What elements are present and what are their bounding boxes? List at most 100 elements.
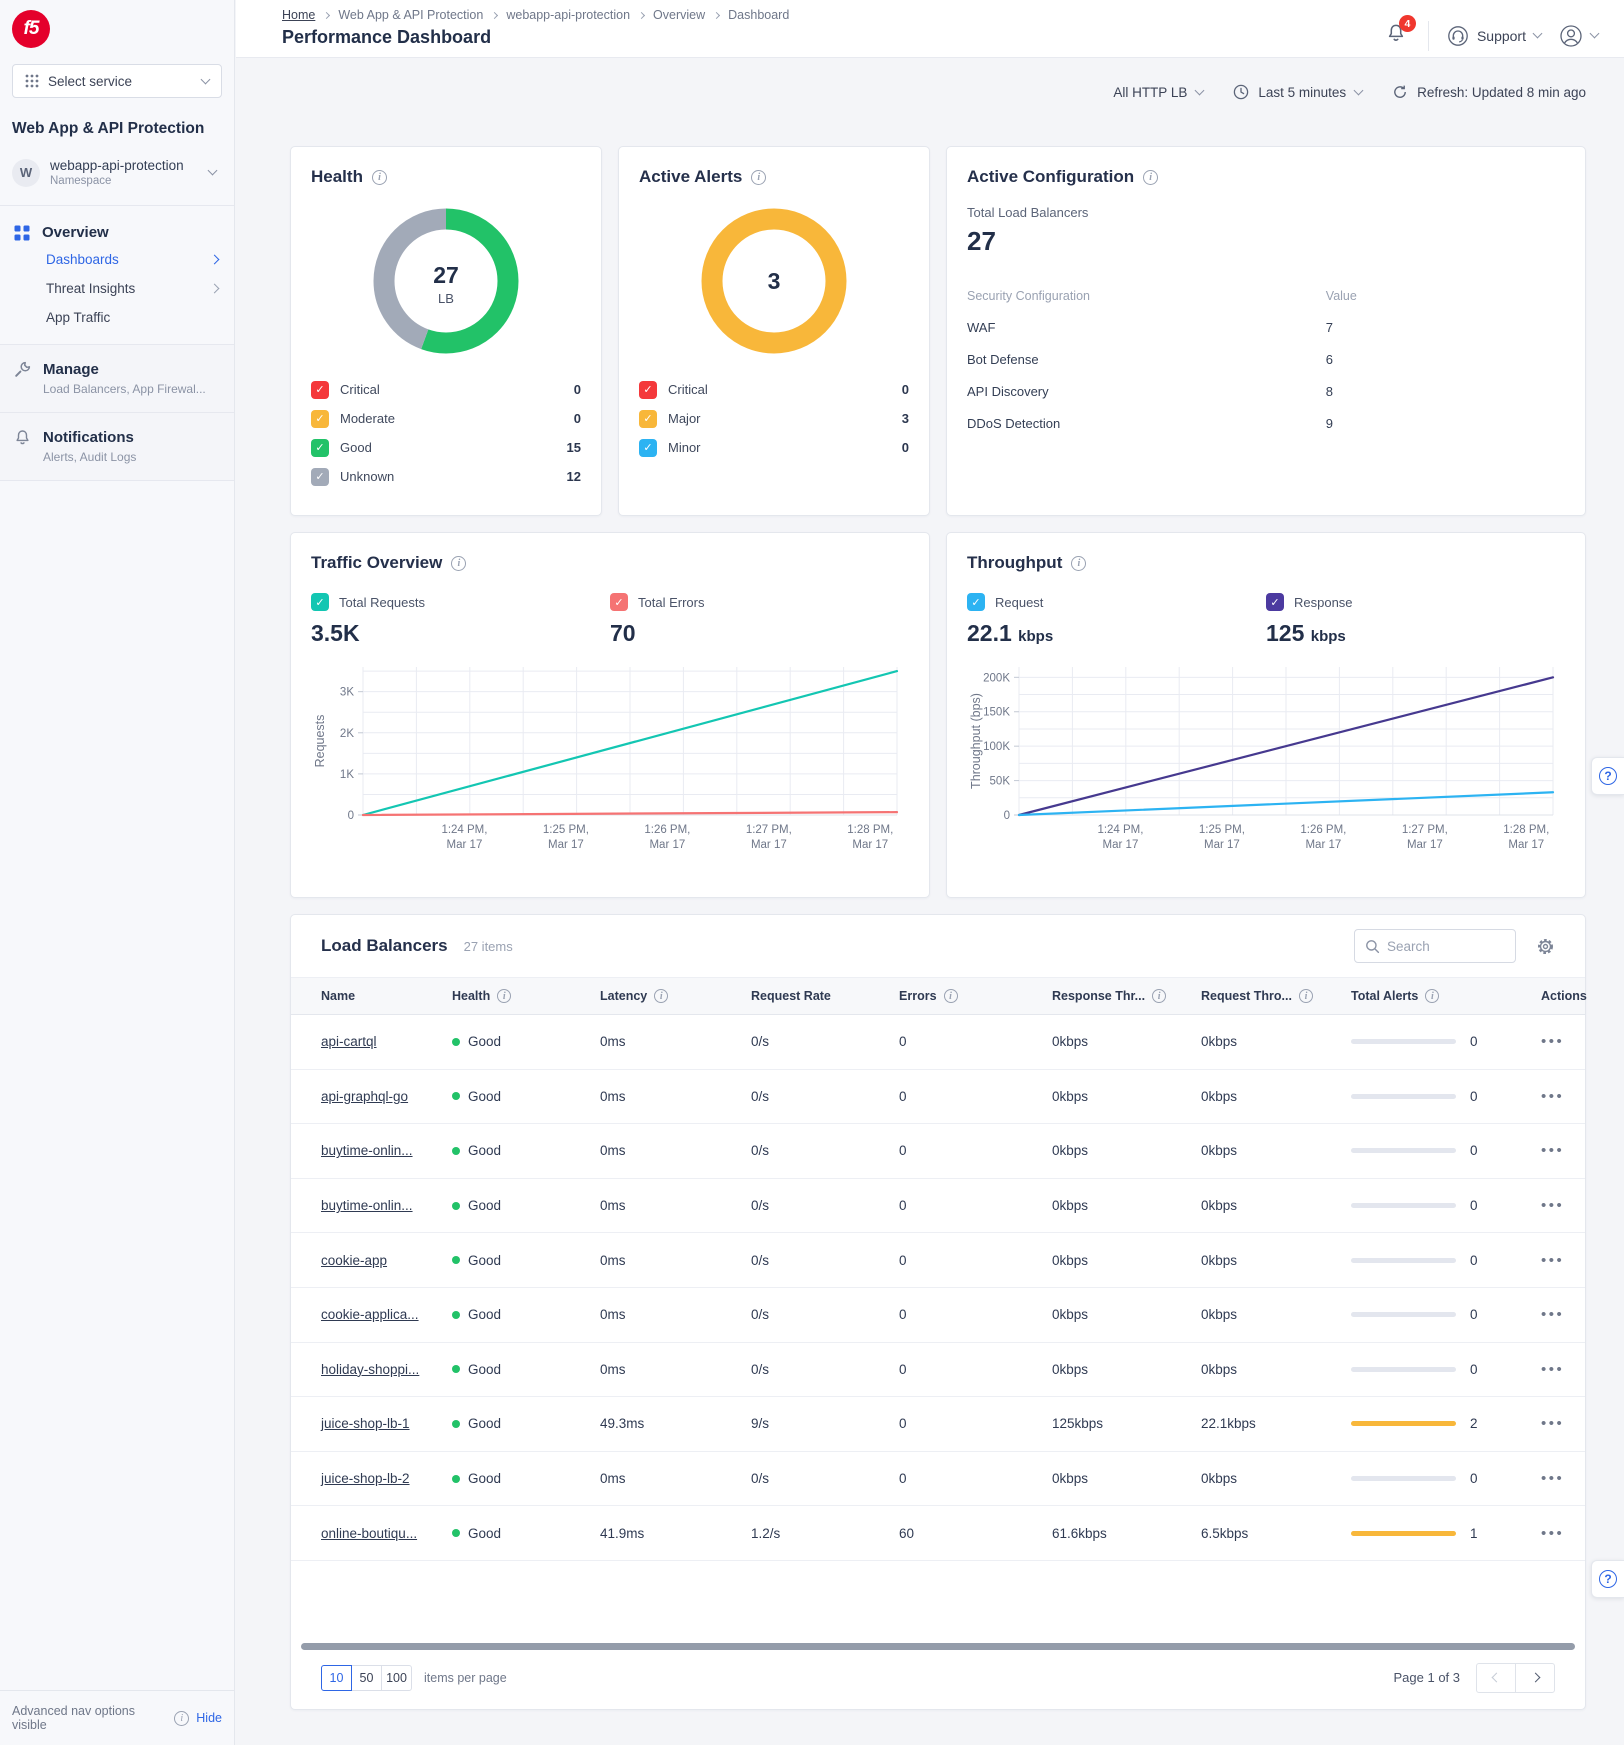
lb-request-throughput-cell: 0kbps	[1201, 1361, 1238, 1377]
alerts-bar	[1351, 1530, 1456, 1536]
info-icon[interactable]: i	[1152, 989, 1167, 1003]
lb-total-alerts-cell: 1	[1351, 1526, 1541, 1541]
clock-icon	[1234, 84, 1249, 100]
help-button[interactable]: ?	[1591, 757, 1624, 795]
column-header-name[interactable]: Name	[321, 989, 356, 1003]
sidebar-item-threat-insights[interactable]: Threat Insights	[0, 274, 234, 303]
info-icon[interactable]: i	[1298, 989, 1313, 1003]
unknown-checkbox[interactable]: ✓	[311, 467, 329, 486]
lb-request-rate-cell: 9/s	[751, 1416, 770, 1432]
column-header-actions[interactable]: Actions	[1541, 989, 1587, 1003]
column-header-request-rate[interactable]: Request Rate	[751, 989, 831, 1003]
row-actions-button[interactable]: •••	[1541, 1142, 1565, 1160]
lb-name-link[interactable]: cookie-app	[321, 1252, 388, 1268]
namespace-selector[interactable]: W webapp-api-protection Namespace	[6, 152, 228, 193]
column-header-health[interactable]: Health i	[452, 989, 600, 1003]
lb-name-link[interactable]: cookie-applica...	[321, 1307, 419, 1323]
lb-name-link[interactable]: buytime-onlin...	[321, 1198, 413, 1214]
row-actions-button[interactable]: •••	[1541, 1360, 1565, 1378]
info-icon[interactable]: i	[497, 989, 512, 1003]
lb-name-link[interactable]: buytime-onlin...	[321, 1143, 413, 1159]
sidebar-item-overview[interactable]: Overview	[0, 220, 234, 245]
account-menu[interactable]	[1559, 24, 1600, 48]
svg-text:1:28 PM,: 1:28 PM,	[847, 824, 893, 836]
lb-name-link[interactable]: api-graphql-go	[321, 1088, 409, 1104]
info-icon[interactable]: i	[451, 555, 467, 571]
page-size-50[interactable]: 50	[351, 1664, 382, 1691]
info-icon[interactable]: i	[1425, 989, 1440, 1003]
legend-item: ✓ Critical 0	[311, 375, 581, 404]
row-actions-button[interactable]: •••	[1541, 1033, 1565, 1051]
row-actions-button[interactable]: •••	[1541, 1524, 1565, 1542]
info-icon[interactable]: i	[751, 169, 767, 185]
lb-response-throughput-cell: 0kbps	[1052, 1034, 1089, 1050]
page-size-10[interactable]: 10	[321, 1664, 352, 1691]
critical-checkbox[interactable]: ✓	[639, 380, 657, 399]
total-errors-checkbox[interactable]: ✓	[610, 593, 628, 611]
svg-text:1:28 PM,: 1:28 PM,	[1503, 824, 1549, 836]
lb-response-throughput-cell: 125kbps	[1052, 1416, 1104, 1432]
support-menu[interactable]: Support	[1447, 25, 1543, 47]
critical-checkbox[interactable]: ✓	[311, 380, 329, 399]
lb-request-throughput-cell: 0kbps	[1201, 1307, 1238, 1323]
lb-name-link[interactable]: api-cartql	[321, 1034, 377, 1050]
row-actions-button[interactable]: •••	[1541, 1251, 1565, 1269]
breadcrumb-home-link[interactable]: Home	[282, 8, 316, 22]
good-checkbox[interactable]: ✓	[311, 438, 329, 457]
lb-actions-cell: •••	[1541, 1252, 1575, 1269]
lb-name-link[interactable]: juice-shop-lb-1	[321, 1416, 410, 1432]
next-page-button[interactable]	[1515, 1662, 1555, 1693]
info-icon[interactable]: i	[1143, 169, 1159, 185]
page-size-100[interactable]: 100	[381, 1664, 412, 1691]
info-icon[interactable]: i	[943, 989, 958, 1003]
help-button[interactable]: ?	[1591, 1560, 1624, 1598]
total-requests-checkbox[interactable]: ✓	[311, 593, 329, 611]
config-row: API Discovery 8	[967, 375, 1565, 407]
lb-table-header: Name Health i Latency i Request Rate Errors i Re…	[291, 977, 1587, 1015]
row-actions-button[interactable]: •••	[1541, 1197, 1565, 1215]
column-header-total-alerts[interactable]: Total Alerts i	[1351, 989, 1541, 1003]
lb-filter-dropdown[interactable]: All HTTP LB	[1113, 85, 1205, 100]
svg-text:Mar 17: Mar 17	[1508, 839, 1544, 851]
column-header-errors[interactable]: Errors i	[899, 989, 1052, 1003]
moderate-checkbox[interactable]: ✓	[311, 409, 329, 428]
time-range-dropdown[interactable]: Last 5 minutes	[1233, 84, 1364, 100]
table-settings-button[interactable]	[1536, 937, 1555, 956]
lb-health-cell: Good	[452, 1471, 600, 1486]
lb-health-cell: Good	[452, 1362, 600, 1377]
response-checkbox[interactable]: ✓	[1266, 593, 1284, 611]
f5-logo-text: f5	[23, 18, 40, 39]
f5-logo-icon[interactable]: f5	[12, 10, 50, 48]
sidebar-item-app-traffic[interactable]: App Traffic	[46, 310, 111, 325]
info-icon[interactable]: i	[174, 1710, 190, 1726]
info-icon[interactable]: i	[371, 169, 387, 185]
sidebar-item-dashboards[interactable]: Dashboards	[0, 245, 234, 274]
row-actions-button[interactable]: •••	[1541, 1306, 1565, 1324]
minor-checkbox[interactable]: ✓	[639, 438, 657, 457]
sidebar-item-manage[interactable]: Manage Load Balancers, App Firewal...	[0, 345, 234, 412]
hide-nav-link[interactable]: Hide	[196, 1711, 222, 1725]
info-icon[interactable]: i	[654, 989, 669, 1003]
previous-page-button[interactable]	[1476, 1662, 1516, 1693]
horizontal-scrollbar[interactable]	[301, 1642, 1575, 1650]
search-box[interactable]	[1354, 929, 1516, 963]
lb-name-link[interactable]: online-boutiqu...	[321, 1525, 418, 1541]
column-header-request-thro-[interactable]: Request Thro... i	[1201, 989, 1351, 1003]
lb-name-link[interactable]: holiday-shoppi...	[321, 1361, 420, 1377]
sidebar-item-notifications[interactable]: Notifications Alerts, Audit Logs	[0, 413, 234, 480]
info-icon[interactable]: i	[1071, 555, 1087, 571]
search-input[interactable]	[1387, 938, 1497, 954]
row-actions-button[interactable]: •••	[1541, 1087, 1565, 1105]
column-header-response-thr-[interactable]: Response Thr... i	[1052, 989, 1201, 1003]
notifications-button[interactable]: 4	[1382, 15, 1416, 52]
row-actions-button[interactable]: •••	[1541, 1470, 1565, 1488]
total-lb-label: Total Load Balancers	[967, 205, 1089, 220]
notification-badge: 4	[1398, 15, 1416, 32]
refresh-button[interactable]: Refresh: Updated 8 min ago	[1392, 84, 1586, 100]
major-checkbox[interactable]: ✓	[639, 409, 657, 428]
select-service-dropdown[interactable]: Select service	[12, 64, 222, 98]
request-checkbox[interactable]: ✓	[967, 593, 985, 611]
row-actions-button[interactable]: •••	[1541, 1415, 1565, 1433]
lb-name-link[interactable]: juice-shop-lb-2	[321, 1471, 410, 1487]
column-header-latency[interactable]: Latency i	[600, 989, 751, 1003]
